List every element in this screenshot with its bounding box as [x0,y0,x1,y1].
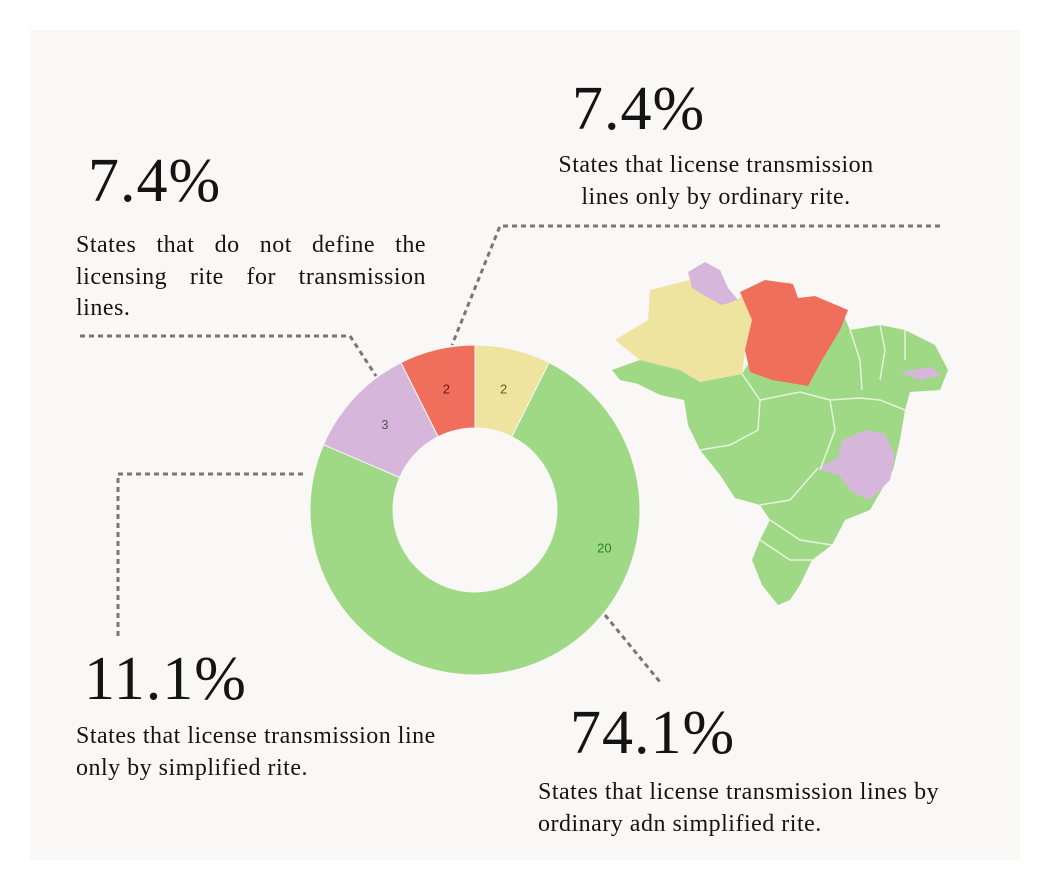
simplified-percentage: 11.1% [84,645,247,713]
undefined-description: States that do not define the licensing … [76,232,426,322]
both-description: States that license transmission lines b… [538,779,940,837]
ordinary-percentage: 7.4% [572,75,706,143]
leader-line-simplified [116,472,303,640]
both-percentage: 74.1% [570,699,736,767]
map-region-green [612,305,948,605]
donut-label-undefined: 2 [443,381,450,396]
brazil-map [612,262,948,605]
map-region-lavender-center [818,430,895,500]
leader-line-ordinary [450,224,940,346]
map-region-red [740,280,848,386]
map-region-lavender-north [688,262,738,305]
map-region-lavender-coast [900,367,942,380]
donut-slice-undefined [400,344,476,438]
leader-line-undefined [80,334,378,377]
map-state-borders [699,324,906,561]
leader-line-both [603,614,662,683]
ordinary-description: States that license transmission lines o… [558,152,874,210]
undefined-percentage: 7.4% [88,147,222,215]
simplified-description: States that license transmission line on… [76,723,436,781]
donut-label-simplified: 3 [381,417,388,432]
donut-label-both: 20 [597,541,611,556]
donut-slice-both [309,361,641,676]
donut-chart: 2 20 3 2 [309,344,641,676]
leader-lines [80,224,940,683]
donut-label-ordinary: 2 [500,381,507,396]
